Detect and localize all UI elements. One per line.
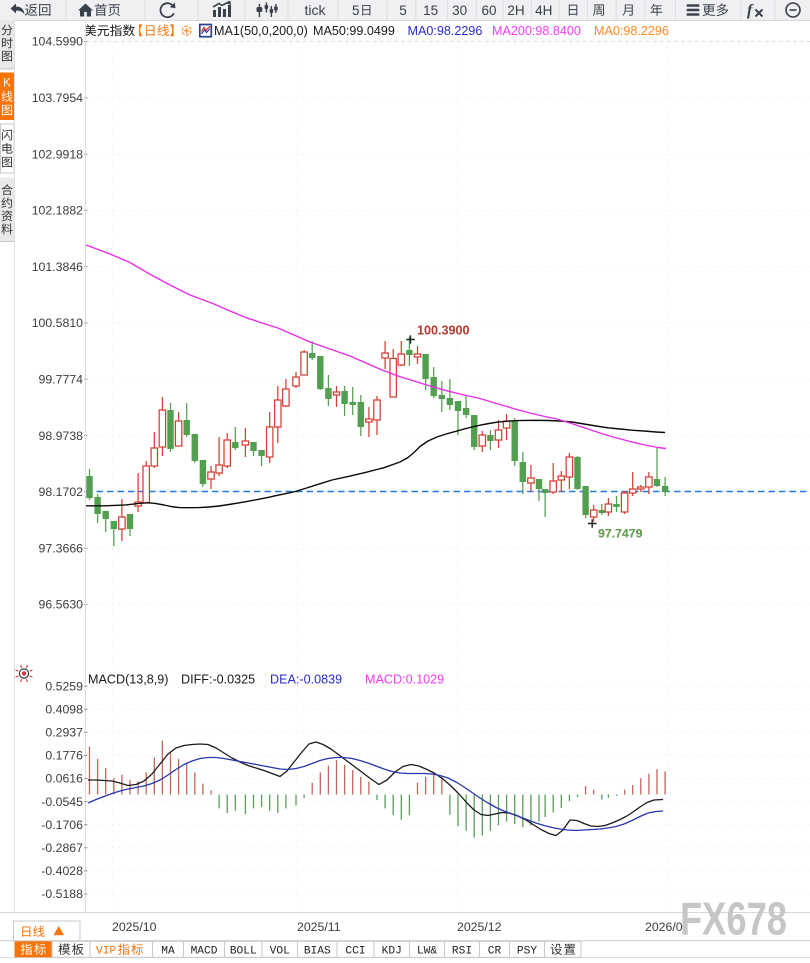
svg-text:CCI: CCI (345, 945, 365, 957)
svg-text:MACD: MACD (191, 945, 218, 957)
svg-text:-0.2867: -0.2867 (41, 841, 83, 855)
svg-text:30: 30 (452, 3, 467, 18)
svg-text:102.1882: 102.1882 (32, 204, 83, 218)
svg-text:DEA:-0.0839: DEA:-0.0839 (270, 673, 342, 687)
svg-text:CR: CR (488, 945, 502, 957)
svg-text:BOLL: BOLL (230, 945, 257, 957)
svg-text:MA50:99.0499: MA50:99.0499 (313, 24, 395, 38)
svg-text:2026/0: 2026/0 (645, 920, 683, 934)
svg-text:96.5630: 96.5630 (39, 598, 84, 612)
svg-text:RSI: RSI (452, 945, 472, 957)
svg-text:102.9918: 102.9918 (32, 147, 83, 161)
svg-text:98.9738: 98.9738 (39, 429, 84, 443)
svg-text:2025/12: 2025/12 (457, 920, 502, 934)
svg-text:104.5990: 104.5990 (32, 35, 83, 49)
svg-text:99.7774: 99.7774 (39, 373, 84, 387)
svg-text:-0.5188: -0.5188 (41, 887, 83, 901)
svg-text:0.2937: 0.2937 (45, 726, 83, 740)
svg-text:98.1702: 98.1702 (39, 485, 84, 499)
svg-text:0.0616: 0.0616 (45, 772, 83, 786)
svg-text:103.7954: 103.7954 (32, 91, 83, 105)
svg-text:MACD(13,8,9): MACD(13,8,9) (88, 673, 168, 687)
svg-text:KDJ: KDJ (382, 945, 402, 957)
svg-text:-0.4028: -0.4028 (41, 864, 83, 878)
svg-text:15: 15 (423, 3, 438, 18)
svg-text:100.5810: 100.5810 (32, 316, 83, 330)
svg-text:-0.1706: -0.1706 (41, 818, 83, 832)
svg-text:DIFF:-0.0325: DIFF:-0.0325 (181, 673, 255, 687)
svg-text:MA: MA (161, 945, 175, 957)
svg-text:MA0:98.2296: MA0:98.2296 (594, 24, 669, 38)
svg-text:0.1776: 0.1776 (45, 749, 83, 763)
svg-text:101.3846: 101.3846 (32, 260, 83, 274)
svg-text:VOL: VOL (270, 945, 290, 957)
svg-text:0.4098: 0.4098 (45, 702, 83, 716)
svg-text:VIP: VIP (96, 946, 116, 958)
svg-text:2025/10: 2025/10 (112, 920, 157, 934)
svg-text:MA1(50,0,200,0): MA1(50,0,200,0) (214, 24, 308, 38)
svg-text:5: 5 (352, 3, 360, 18)
svg-text:MACD:0.1029: MACD:0.1029 (365, 673, 444, 687)
svg-text:MA0:98.2296: MA0:98.2296 (408, 24, 483, 38)
svg-text:-0.0545: -0.0545 (41, 795, 83, 809)
svg-text:PSY: PSY (517, 945, 537, 957)
svg-text:tick: tick (305, 2, 327, 18)
svg-text:100.3900: 100.3900 (417, 324, 470, 338)
svg-text:2H: 2H (507, 3, 524, 18)
svg-text:60: 60 (481, 3, 496, 18)
svg-text:97.7479: 97.7479 (598, 527, 643, 541)
svg-text:MA200:98.8400: MA200:98.8400 (492, 24, 581, 38)
svg-text:BIAS: BIAS (304, 945, 331, 957)
svg-text:4H: 4H (535, 3, 552, 18)
svg-text:FX678: FX678 (680, 893, 787, 945)
svg-text:2025/11: 2025/11 (297, 920, 341, 934)
svg-text:97.7479: 97.7479 (598, 527, 643, 541)
svg-text:LW&: LW& (417, 945, 437, 957)
svg-text:0.5259: 0.5259 (45, 679, 83, 693)
svg-text:K: K (3, 78, 11, 90)
svg-text:5: 5 (399, 3, 407, 18)
svg-text:97.3666: 97.3666 (39, 541, 84, 555)
svg-text:f: f (747, 2, 754, 19)
